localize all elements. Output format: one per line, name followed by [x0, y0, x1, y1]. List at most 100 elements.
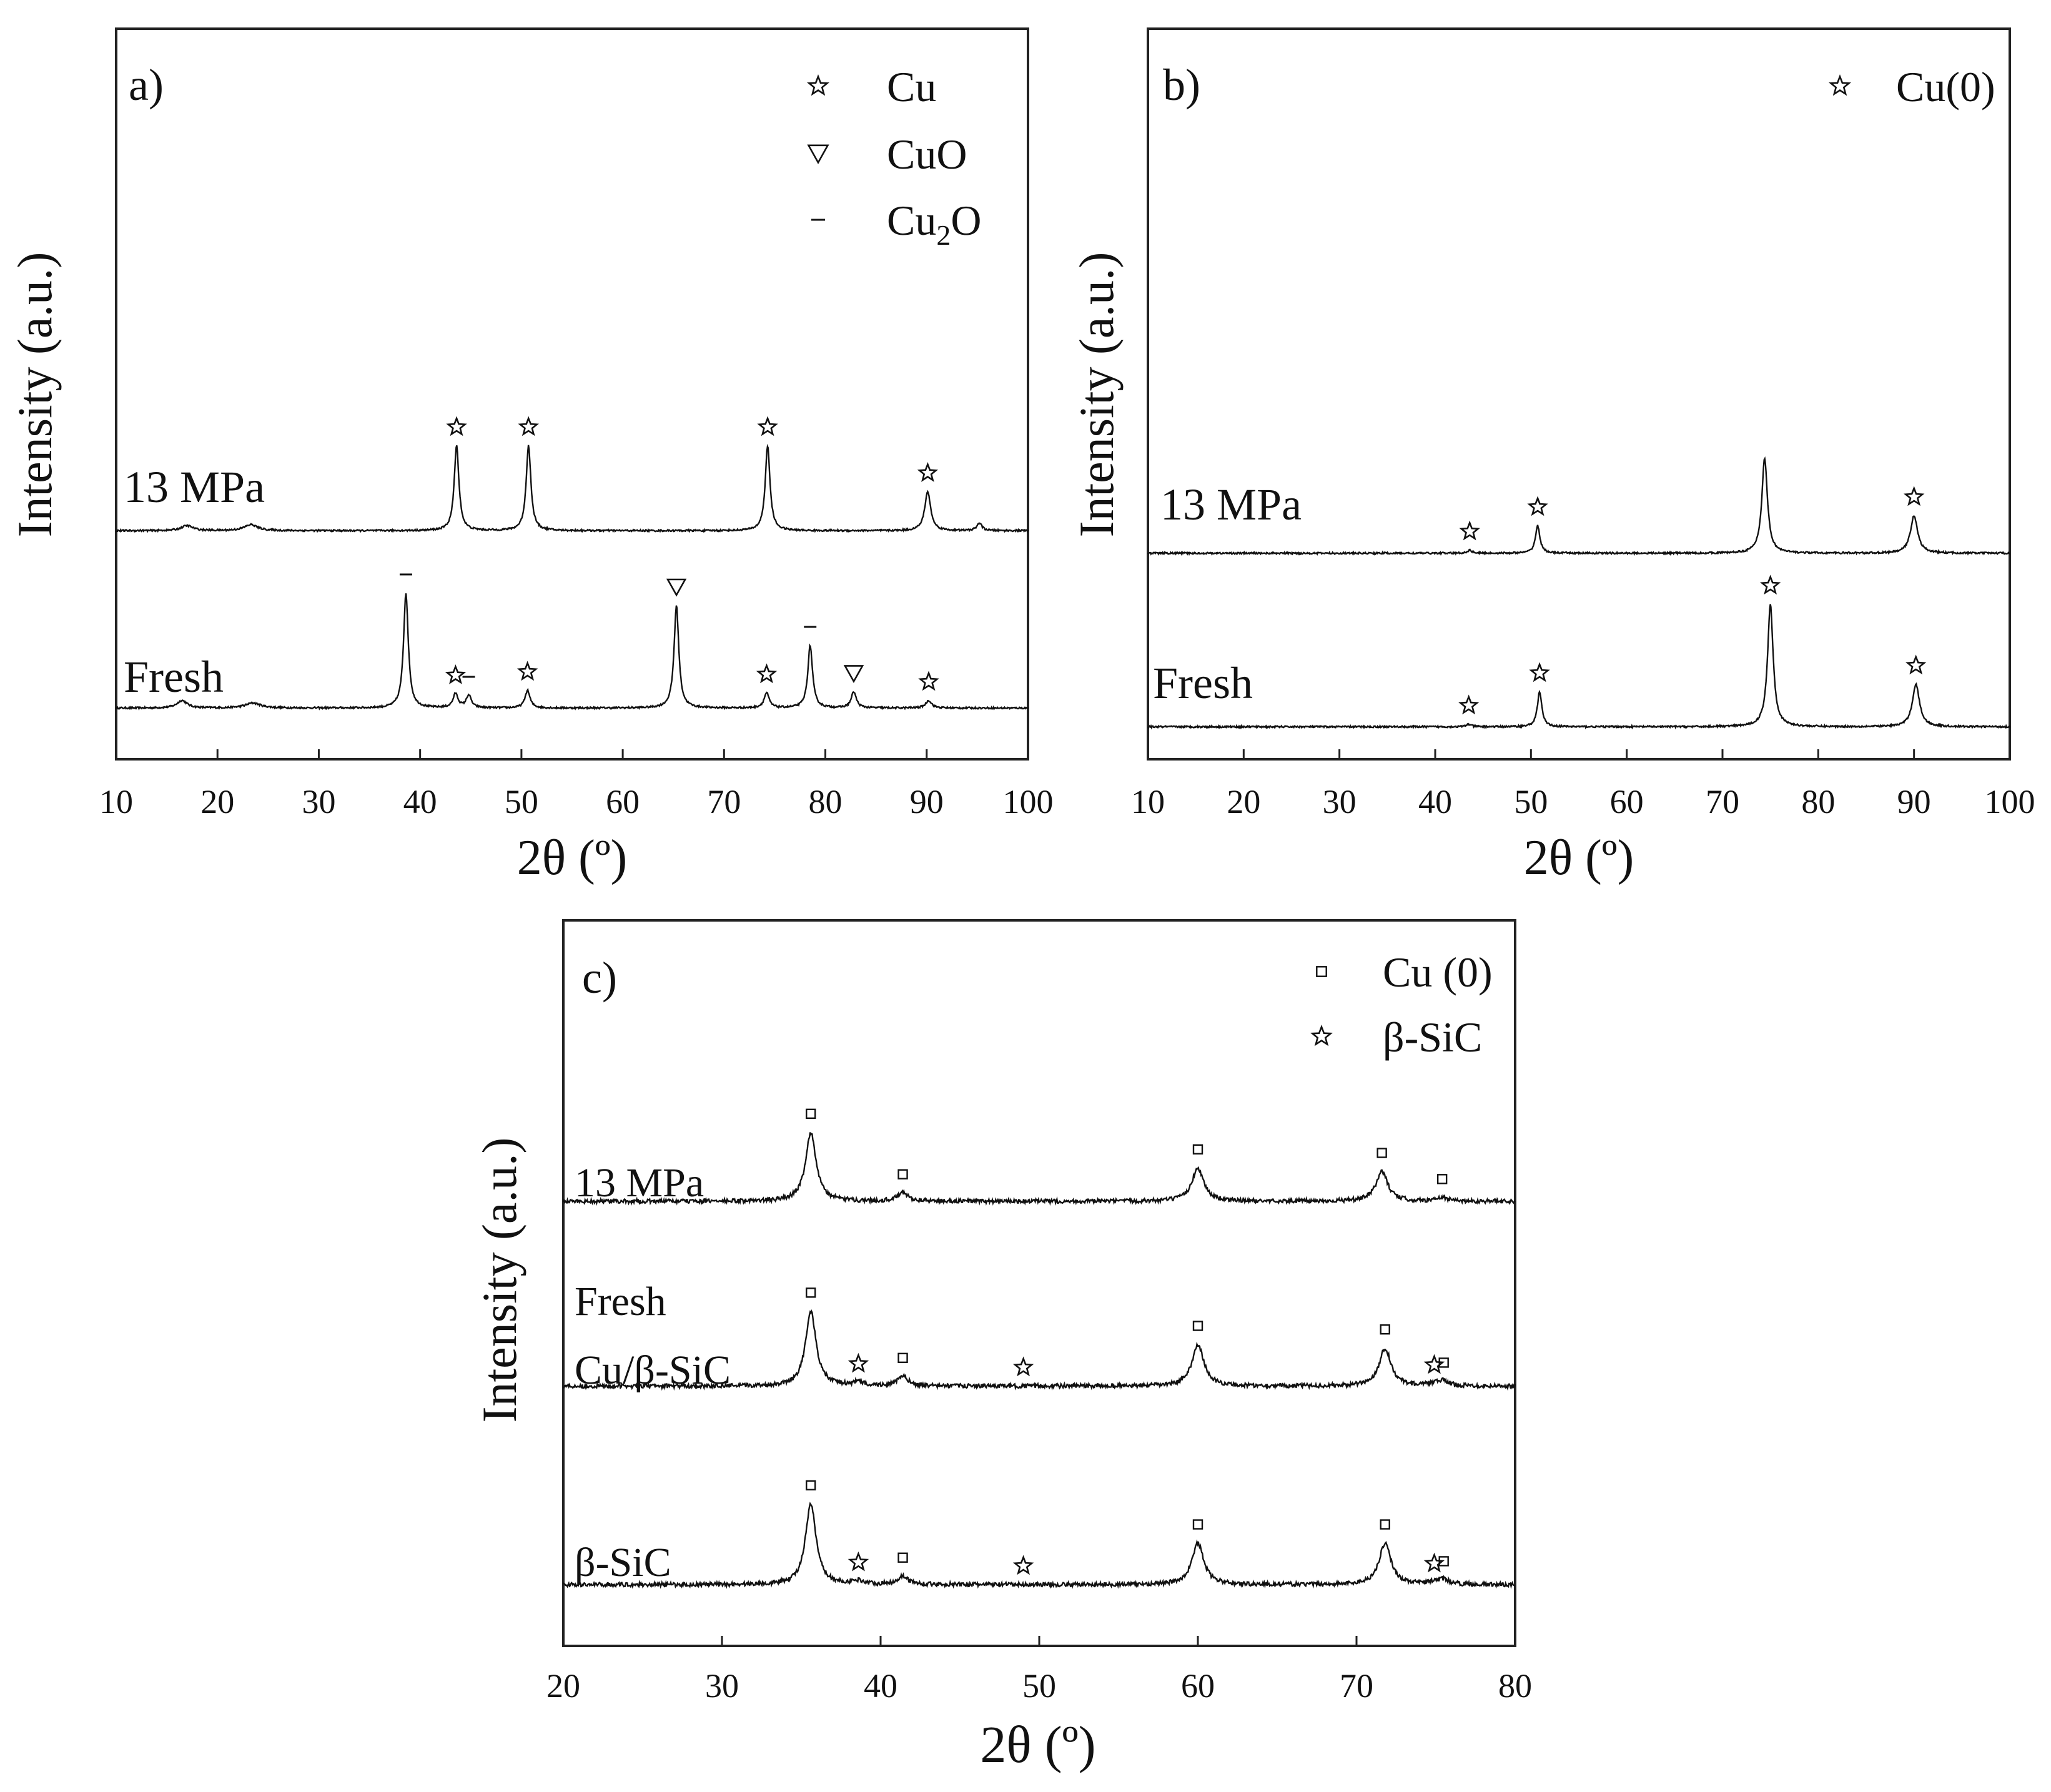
star-icon — [446, 416, 467, 436]
series-label-fresh-cu-sic: Fresh Cu/β-SiC — [575, 1279, 731, 1393]
panel-c-label: c) — [582, 953, 617, 1003]
star-icon — [1904, 486, 1925, 506]
panel-a-x-axis: 10 20 30 40 50 60 70 80 90 100 — [99, 749, 1054, 820]
star-icon — [1423, 1354, 1445, 1374]
x-tick-label: 80 — [809, 783, 843, 820]
panel-a-chart: a) Intensity (a.u.) 2θ (º) Cu CuO Cu2O 1… — [7, 27, 1054, 885]
star-icon — [1459, 520, 1480, 541]
x-tick-label: 50 — [1022, 1667, 1056, 1705]
panel-c-ylabel: Intensity (a.u.) — [472, 1137, 526, 1422]
star-icon — [1423, 1552, 1445, 1573]
series-line-1 — [115, 593, 1029, 711]
series-line-2 — [116, 443, 1029, 533]
star-icon — [516, 661, 538, 681]
legend-label-beta-sic: β-SiC — [1383, 1013, 1482, 1061]
square-icon — [897, 1552, 908, 1563]
series-label-fresh: Fresh — [575, 1279, 666, 1324]
x-tick-label: 70 — [1340, 1667, 1373, 1705]
x-tick-label: 60 — [1181, 1667, 1215, 1705]
x-tick-label: 10 — [99, 783, 133, 820]
star-icon — [1527, 496, 1548, 516]
x-tick-label: 20 — [1227, 783, 1260, 820]
x-tick-label: 30 — [705, 1667, 739, 1705]
x-tick-label: 30 — [1323, 783, 1357, 820]
x-tick-label: 90 — [1897, 783, 1931, 820]
square-icon — [1192, 1519, 1203, 1530]
x-tick-label: 60 — [1610, 783, 1644, 820]
series-line-1 — [1147, 604, 2011, 730]
panel-b-ylabel: Intensity (a.u.) — [1069, 252, 1124, 537]
square-icon — [1192, 1321, 1203, 1331]
square-icon — [1438, 1357, 1449, 1368]
series-line-2 — [563, 1309, 1516, 1391]
x-tick-label: 50 — [505, 783, 538, 820]
star-icon — [848, 1551, 869, 1572]
series-line-2 — [1147, 456, 2010, 556]
star-icon — [918, 671, 939, 691]
square-icon — [1438, 1556, 1449, 1567]
x-tick-label: 40 — [403, 783, 437, 820]
x-tick-label: 30 — [302, 783, 335, 820]
panel-b-label: b) — [1163, 60, 1200, 110]
square-icon — [1376, 1148, 1387, 1158]
panel-a-legend: Cu CuO Cu2O — [806, 63, 981, 251]
star-icon — [1905, 654, 1927, 675]
panel-a-curves — [115, 443, 1029, 711]
series-label-13mpa: 13 MPa — [124, 462, 265, 512]
x-tick-label: 90 — [910, 783, 944, 820]
legend-label-cu0: Cu (0) — [1383, 948, 1493, 996]
x-tick-label: 20 — [200, 783, 234, 820]
legend-star-icon — [1828, 74, 1852, 96]
series-label-beta-sic: β-SiC — [575, 1540, 671, 1585]
x-tick-label: 60 — [606, 783, 640, 820]
x-tick-label: 40 — [864, 1667, 897, 1705]
series-label-13mpa: 13 MPa — [575, 1160, 704, 1206]
panel-c-frame — [562, 919, 1516, 1647]
legend-entry-cu: Cu — [806, 63, 936, 111]
square-icon — [1436, 1174, 1448, 1184]
star-icon — [445, 664, 467, 684]
panel-a-xlabel: 2θ (º) — [517, 830, 627, 885]
panel-a-label: a) — [129, 60, 164, 110]
x-tick-label: 40 — [1418, 783, 1452, 820]
series-label-fresh: Fresh — [1153, 658, 1253, 708]
star-icon — [1760, 574, 1781, 595]
triangle-down-icon — [666, 578, 687, 597]
panel-c-curves — [562, 1132, 1516, 1589]
panel-b-peak-markers — [1458, 486, 1927, 715]
square-icon — [897, 1169, 908, 1179]
star-icon — [756, 663, 778, 684]
star-icon — [1529, 662, 1550, 682]
triangle-down-icon — [807, 144, 829, 164]
x-tick-label: 80 — [1801, 783, 1835, 820]
panel-b-x-axis: 10 20 30 40 50 60 70 80 90 100 — [1131, 749, 2035, 820]
panel-c-xlabel: 2θ (º) — [980, 1716, 1095, 1774]
star-icon — [1012, 1555, 1034, 1575]
star-icon — [848, 1352, 869, 1373]
x-tick-label: 80 — [1498, 1667, 1532, 1705]
panel-b-chart: b) Intensity (a.u.) 2θ (º) Cu(0) 13 MPa … — [1069, 27, 2035, 885]
legend-entry-cuo: CuO — [807, 130, 967, 178]
x-tick-label: 10 — [1131, 783, 1165, 820]
star-icon — [757, 416, 778, 436]
panel-c-peak-markers — [806, 1108, 1449, 1575]
legend-label-cuo: CuO — [887, 130, 967, 178]
panel-b-legend: Cu(0) — [1828, 63, 1995, 111]
series-line-3 — [562, 1132, 1516, 1206]
legend-label-cu: Cu — [887, 63, 936, 111]
panel-b-xlabel: 2θ (º) — [1524, 830, 1634, 885]
square-icon — [1316, 966, 1327, 977]
panel-b-curves — [1147, 456, 2011, 730]
star-icon — [1310, 1024, 1333, 1046]
star-icon — [806, 74, 830, 96]
legend-label-cu0: Cu(0) — [1896, 63, 1995, 111]
star-icon — [1012, 1356, 1034, 1377]
x-tick-label: 100 — [1985, 783, 2035, 820]
legend-triangle-icon — [807, 144, 829, 164]
panel-a-peak-markers — [399, 416, 939, 691]
square-icon — [806, 1287, 816, 1298]
series-label-fresh: Fresh — [124, 652, 224, 702]
x-tick-label: 50 — [1514, 783, 1548, 820]
square-icon — [806, 1108, 816, 1120]
